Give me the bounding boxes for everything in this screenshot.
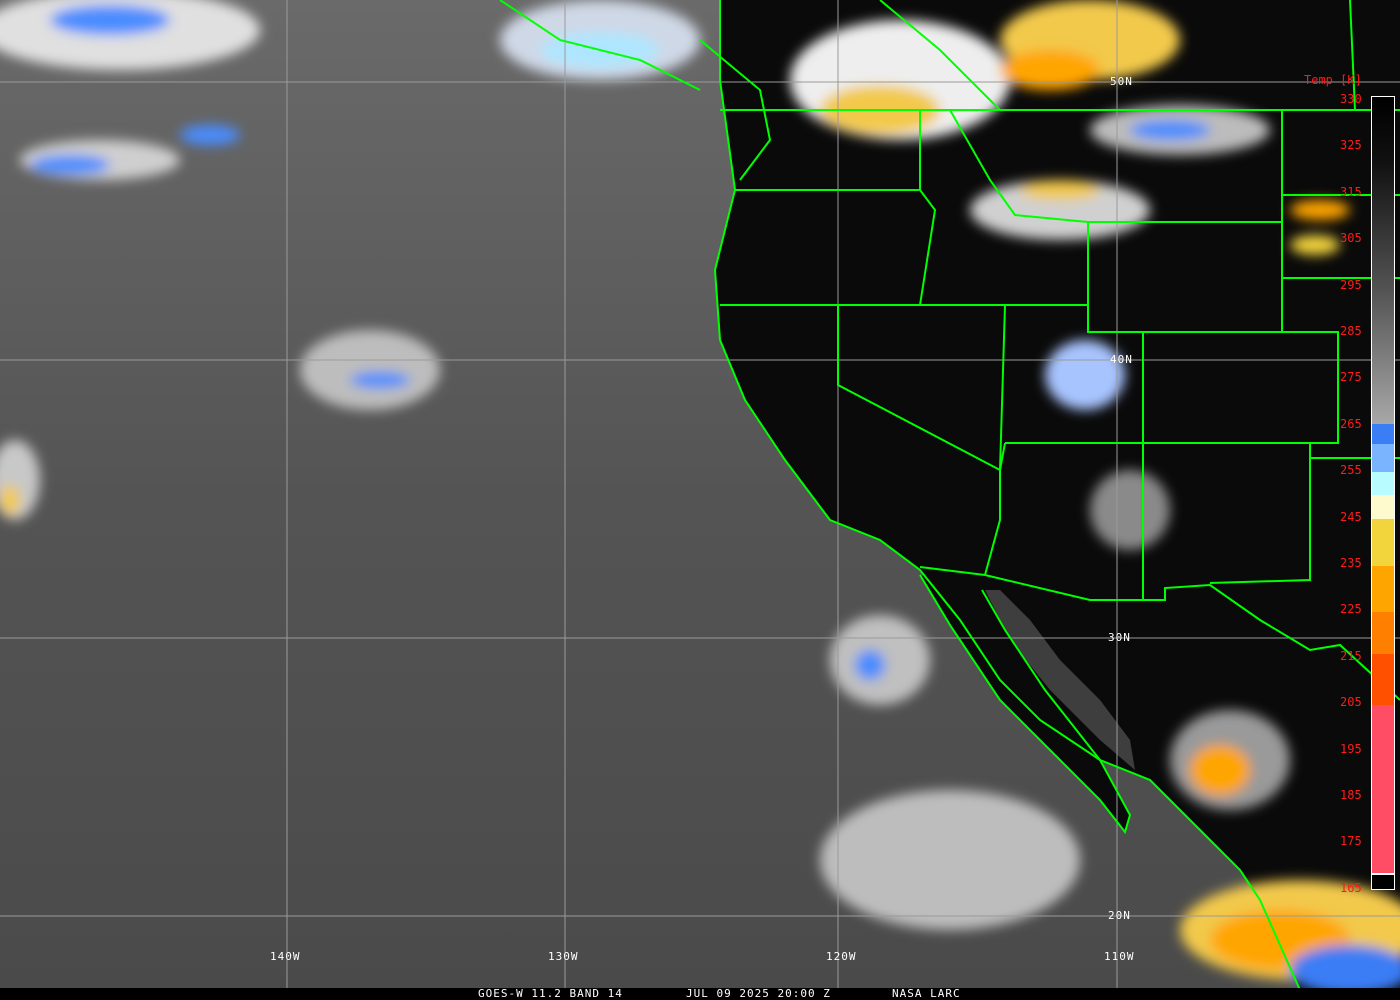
- colorbar-tick-label: 255: [1340, 463, 1362, 478]
- lat-label-40n: 40N: [1110, 353, 1133, 366]
- colorbar-tick-label: 215: [1340, 648, 1362, 663]
- lon-label-130w: 130W: [548, 950, 579, 963]
- colorbar-tick-label: 295: [1340, 277, 1362, 292]
- colorbar-tick-label: 305: [1340, 231, 1362, 246]
- colorbar-tick-label: 185: [1340, 788, 1362, 802]
- lat-label-30n: 30N: [1108, 631, 1131, 644]
- colorbar-tick-label: 315: [1340, 184, 1362, 199]
- caption-bar: GOES-W 11.2 BAND 14 JUL 09 2025 20:00 Z …: [0, 988, 1400, 1000]
- lon-label-140w: 140W: [270, 950, 301, 963]
- caption-datetime: JUL 09 2025 20:00 Z: [686, 987, 831, 1000]
- colorbar-title: Temp [K]: [1304, 73, 1362, 87]
- colorbar-tick-label: 330: [1340, 92, 1362, 106]
- colorbar-tick-label: 325: [1340, 138, 1362, 153]
- colorbar-tick-label: 285: [1340, 324, 1362, 338]
- lon-label-120w: 120W: [826, 950, 857, 963]
- lat-label-50n: 50N: [1110, 75, 1133, 88]
- colorbar-tick-label: 275: [1340, 370, 1362, 385]
- colorbar-tick-label: 265: [1340, 416, 1362, 431]
- colorbar-tick-label: 165: [1340, 880, 1362, 895]
- temperature-colorbar: [1371, 96, 1395, 890]
- lon-label-110w: 110W: [1104, 950, 1135, 963]
- colorbar-tick-label: 225: [1340, 602, 1362, 617]
- colorbar-tick-label: 195: [1340, 741, 1362, 756]
- gulf-of-california: [985, 590, 1135, 770]
- lat-label-20n: 20N: [1108, 909, 1131, 922]
- caption-satellite: GOES-W 11.2 BAND 14: [478, 987, 623, 1000]
- colorbar-tick-label: 175: [1340, 834, 1362, 849]
- colorbar-tick-label: 205: [1340, 695, 1362, 710]
- political-borders: [499, 0, 1400, 991]
- colorbar-tick-label: 245: [1340, 509, 1362, 524]
- colorbar-tick-label: 235: [1340, 556, 1362, 570]
- caption-source: NASA LARC: [892, 987, 961, 1000]
